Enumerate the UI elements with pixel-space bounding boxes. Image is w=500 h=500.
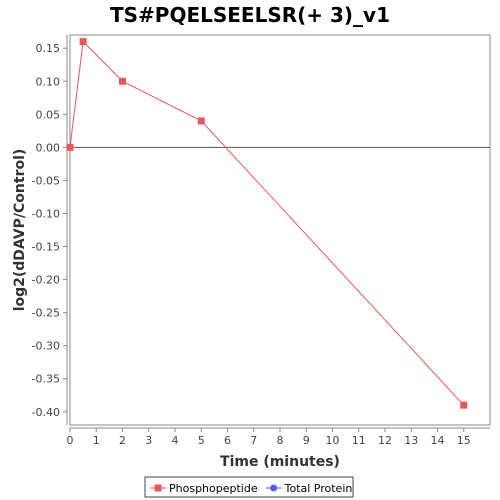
y-tick-label: -0.25 [32,307,60,320]
y-tick-label: 0.10 [36,75,61,88]
x-tick-label: 14 [431,434,445,447]
y-tick-label: 0.00 [36,141,61,154]
legend-marker [154,484,162,492]
y-tick-label: -0.15 [32,241,60,254]
x-axis-label: Time (minutes) [220,454,340,470]
x-tick-label: 15 [457,434,471,447]
x-tick-label: 11 [352,434,366,447]
legend-label: Phosphopeptide [169,482,258,495]
x-tick-label: 12 [378,434,392,447]
x-tick-label: 13 [404,434,418,447]
x-tick-label: 6 [224,434,231,447]
legend-label: Total Protein [284,482,353,495]
y-axis-label: log2(dDAVP/Control) [12,149,28,312]
y-tick-label: -0.30 [32,340,60,353]
chart-title: TS#PQELSEELSR(+ 3)_v1 [110,3,390,27]
x-tick-label: 7 [250,434,257,447]
y-tick-label: -0.40 [32,406,60,419]
x-tick-label: 4 [172,434,179,447]
y-axis: 0.15 0.10 0.05 0.00 -0.05 -0.10 -0.15 -0.20 -0.2… [32,35,68,425]
y-tick-label: -0.10 [32,207,60,220]
x-axis: 0 1 2 3 4 5 6 7 8 9 10 11 12 13 14 15 [67,427,490,447]
x-tick-label: 10 [326,434,340,447]
x-tick-label: 0 [67,434,74,447]
legend: Phosphopeptide Total Protein [144,476,354,498]
series-layer [66,38,468,409]
legend-marker [270,484,278,492]
legend-box [144,476,354,498]
x-tick-label: 8 [277,434,284,447]
data-point [66,143,74,151]
y-tick-label: 0.15 [36,42,61,55]
x-tick-label: 1 [93,434,100,447]
x-tick-label: 3 [145,434,152,447]
y-tick-label: 0.05 [36,108,61,121]
x-tick-label: 2 [119,434,126,447]
plot-area [69,34,491,426]
y-tick-label: -0.05 [32,174,60,187]
x-tick-label: 9 [303,434,310,447]
data-point [79,38,87,46]
data-point [460,401,468,409]
x-tick-label: 5 [198,434,205,447]
data-point [197,117,205,125]
data-point [119,77,126,85]
y-tick-label: -0.35 [32,373,60,386]
y-tick-label: -0.20 [32,274,60,287]
